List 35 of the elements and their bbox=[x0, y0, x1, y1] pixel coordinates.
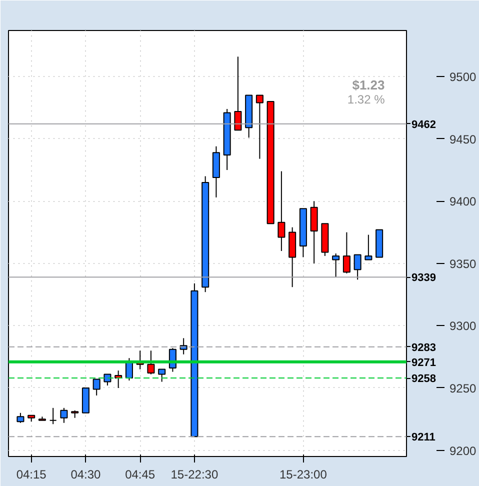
annotation: 1.32 % bbox=[347, 92, 386, 106]
ref-line-label: 9283 bbox=[412, 342, 436, 354]
candlestick bbox=[256, 94, 264, 160]
candlestick bbox=[60, 407, 68, 424]
ref-line-label: 9339 bbox=[412, 272, 436, 284]
x-tick-label: 04:45 bbox=[125, 468, 156, 482]
ref-line-label: 9211 bbox=[412, 432, 436, 444]
x-tick-label: 15-23:00 bbox=[280, 468, 328, 482]
x-tick-label: 04:30 bbox=[70, 468, 102, 482]
candlestick bbox=[16, 412, 24, 424]
candlestick bbox=[104, 374, 112, 386]
candlestick bbox=[354, 254, 362, 280]
ref-line-label: 9271 bbox=[412, 356, 436, 369]
candlestick bbox=[234, 56, 242, 131]
candlestick bbox=[158, 368, 166, 382]
y-tick-label: 9500 bbox=[450, 70, 477, 84]
candlestick bbox=[364, 234, 372, 260]
ref-line-label: 9462 bbox=[412, 118, 436, 131]
y-tick-label: 9400 bbox=[450, 194, 477, 209]
candlestick bbox=[92, 378, 100, 396]
x-tick-label: 04:15 bbox=[16, 468, 47, 482]
ref-line-label: 9258 bbox=[412, 373, 436, 386]
candlestick bbox=[49, 407, 57, 425]
y-tick-label: 9350 bbox=[450, 256, 477, 271]
annotation: $1.23 bbox=[352, 78, 385, 92]
y-tick-label: 9300 bbox=[450, 319, 477, 334]
candlestick bbox=[332, 252, 340, 278]
candlestick bbox=[147, 350, 155, 375]
y-tick-label: 9200 bbox=[450, 444, 477, 458]
candlestick bbox=[278, 170, 286, 252]
y-tick-label: 9450 bbox=[450, 132, 477, 146]
y-tick-label: 9250 bbox=[450, 381, 477, 396]
candlestick bbox=[310, 200, 318, 264]
x-tick-label: 15-22:30 bbox=[170, 468, 218, 482]
candlestick bbox=[342, 232, 350, 274]
